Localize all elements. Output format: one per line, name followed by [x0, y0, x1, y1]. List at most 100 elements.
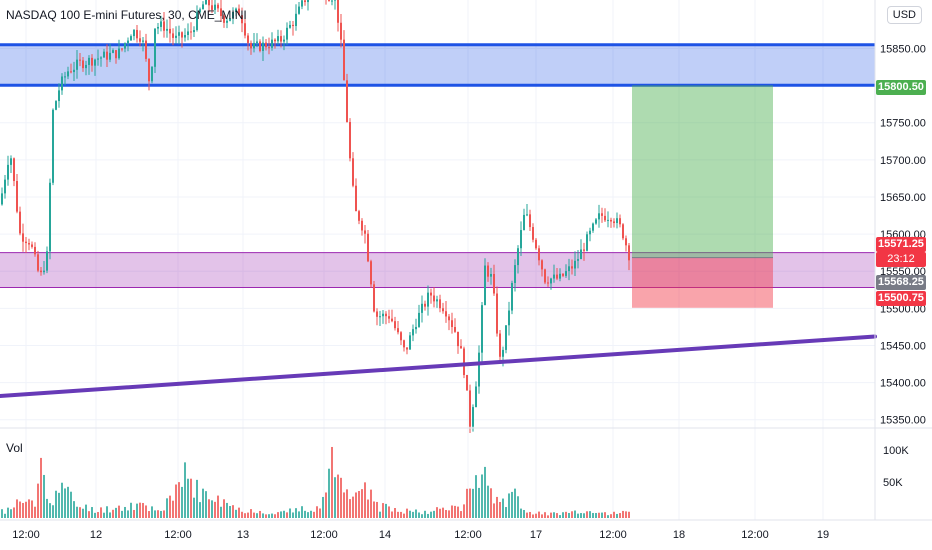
- price-tick-label: 15700.00: [880, 155, 926, 167]
- candle-body: [94, 59, 96, 66]
- candle-body: [607, 219, 609, 221]
- candle-body: [187, 31, 189, 35]
- volume-bar: [559, 515, 561, 518]
- candle-body: [136, 29, 138, 39]
- candle-body: [184, 34, 186, 38]
- candle-body: [91, 57, 93, 66]
- candle-body: [409, 335, 411, 350]
- volume-bar: [571, 511, 573, 518]
- candle-body: [478, 352, 480, 387]
- candle-body: [535, 239, 537, 249]
- candle-body: [10, 158, 12, 165]
- volume-bar: [496, 496, 498, 518]
- candle-body: [427, 292, 429, 307]
- volume-bar: [178, 482, 180, 518]
- candle-body: [454, 327, 456, 332]
- candle-body: [148, 58, 150, 82]
- volume-bar: [268, 514, 270, 518]
- candle-body: [541, 260, 543, 270]
- candle-body: [559, 273, 561, 279]
- candle-body: [262, 42, 264, 51]
- candle-body: [385, 313, 387, 317]
- candle-body: [556, 274, 558, 279]
- volume-bar: [205, 491, 207, 518]
- volume-pane-label: Vol: [6, 441, 23, 455]
- candle-body: [193, 30, 195, 33]
- candle-body: [367, 233, 369, 262]
- volume-bar: [487, 485, 489, 518]
- volume-bar: [532, 514, 534, 518]
- volume-bar: [124, 506, 126, 518]
- stop-area: [632, 257, 773, 308]
- volume-bar: [232, 505, 234, 518]
- candle-body: [82, 60, 84, 69]
- currency-button[interactable]: USD: [886, 6, 922, 24]
- volume-bar: [328, 468, 330, 518]
- candle-body: [379, 316, 381, 318]
- candle-body: [406, 347, 408, 350]
- candle-body: [97, 58, 99, 60]
- resistance-zone[interactable]: [0, 44, 875, 86]
- candle-body: [448, 316, 450, 321]
- time-tick-label: 17: [530, 529, 542, 541]
- volume-bar: [409, 510, 411, 518]
- volume-bar: [589, 511, 591, 518]
- volume-bar: [244, 513, 246, 518]
- volume-tick-label: 100K: [883, 445, 909, 457]
- volume-bar: [40, 457, 42, 518]
- candle-body: [28, 243, 30, 245]
- candle-body: [370, 261, 372, 285]
- candle-body: [157, 26, 159, 29]
- volume-bar: [526, 512, 528, 518]
- candle-body: [403, 340, 405, 348]
- volume-bar: [418, 512, 420, 518]
- volume-bar: [406, 508, 408, 518]
- volume-bar: [154, 510, 156, 518]
- time-tick-label: 12:00: [454, 529, 482, 541]
- candle-body: [79, 59, 81, 61]
- candle-body: [361, 220, 363, 231]
- volume-bar: [592, 512, 594, 518]
- volume-bar: [322, 496, 324, 518]
- price-tick-label: 15650.00: [880, 192, 926, 204]
- volume-bar: [151, 506, 153, 518]
- price-tick-label: 15350.00: [880, 415, 926, 427]
- candle-body: [118, 48, 120, 59]
- volume-bar: [382, 503, 384, 518]
- volume-bar: [463, 504, 465, 518]
- candle-body: [160, 21, 162, 27]
- candle-body: [19, 211, 21, 234]
- candle-body: [163, 21, 165, 31]
- candle-body: [475, 386, 477, 408]
- volume-bar: [319, 508, 321, 518]
- support-trendline[interactable]: [0, 334, 877, 398]
- candle-body: [610, 219, 612, 222]
- price-tick-label: 15400.00: [880, 378, 926, 390]
- candle-body: [400, 332, 402, 341]
- volume-bar: [13, 507, 15, 518]
- candle-body: [571, 266, 573, 269]
- candle-body: [343, 39, 345, 81]
- time-tick-label: 13: [237, 529, 249, 541]
- trendline-layer[interactable]: [0, 334, 877, 398]
- volume-bar: [442, 507, 444, 518]
- candle-body: [232, 11, 234, 19]
- candle-body: [532, 227, 534, 240]
- volume-bar: [535, 513, 537, 518]
- long-position-tool[interactable]: [632, 85, 773, 308]
- volume-bar: [121, 510, 123, 518]
- candle-body: [247, 35, 249, 43]
- volume-bar: [511, 491, 513, 518]
- volume-bar: [604, 512, 606, 518]
- candle-body: [487, 265, 489, 277]
- volume-bar: [112, 509, 114, 518]
- volume-bar: [586, 511, 588, 518]
- candle-body: [439, 299, 441, 309]
- support-zone[interactable]: [0, 252, 875, 288]
- candle-body: [283, 39, 285, 42]
- time-tick-label: 18: [673, 529, 685, 541]
- volume-bar: [454, 505, 456, 518]
- volume-bar: [247, 512, 249, 518]
- candle-body: [211, 5, 213, 10]
